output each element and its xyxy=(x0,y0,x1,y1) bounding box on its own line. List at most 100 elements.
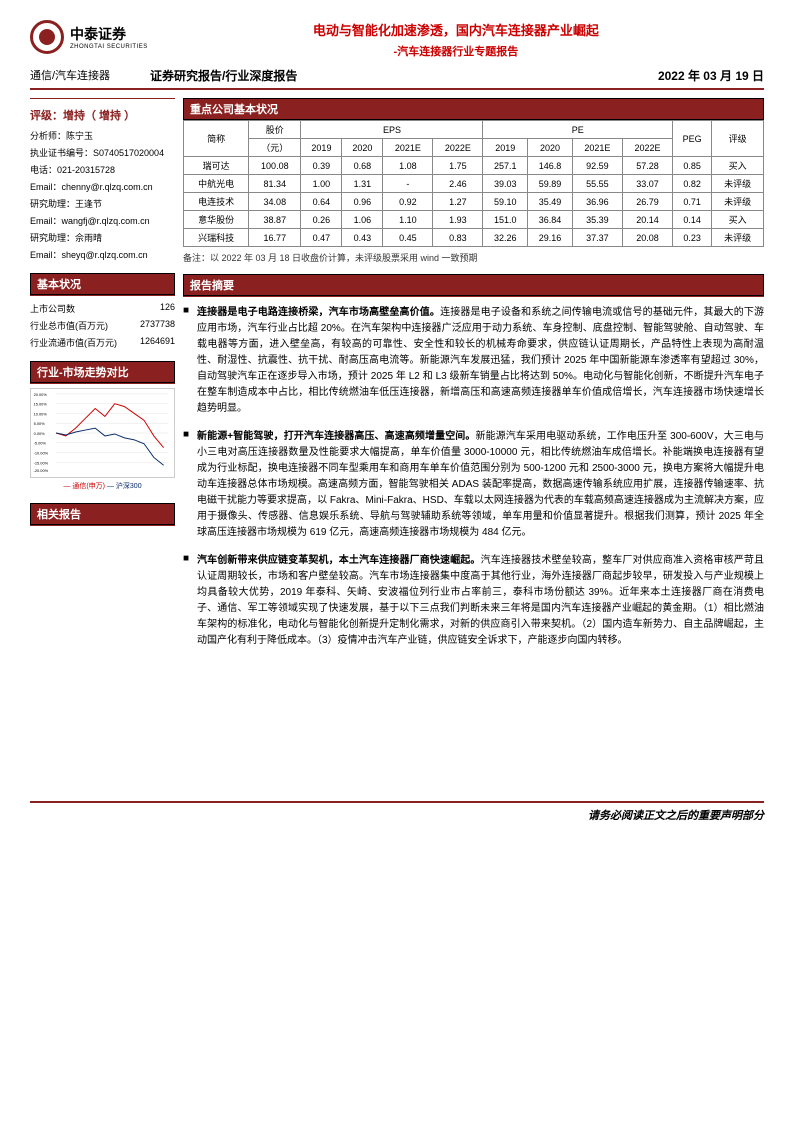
table-cell: 买入 xyxy=(712,157,764,175)
assist2-label: 研究助理：佘雨晴 xyxy=(30,229,175,246)
basic-key: 行业流通市值(百万元) xyxy=(30,336,117,349)
logo-en: ZHONGTAI SECURITIES xyxy=(70,44,148,50)
th-rating: 评级 xyxy=(712,121,764,157)
table-cell: 81.34 xyxy=(249,175,301,193)
table-cell: 0.85 xyxy=(672,157,711,175)
sidebar: 评级：增持（ 增持 ） 分析师：陈宁玉 执业证书编号：S074051702000… xyxy=(30,98,175,661)
table-cell: 1.00 xyxy=(301,175,342,193)
basic-block: 上市公司数126 行业总市值(百万元) 2737738 行业流通市值(百万元) 12… xyxy=(30,295,175,351)
svg-text:-15.00%: -15.00% xyxy=(34,460,49,465)
table-cell: 1.06 xyxy=(342,211,383,229)
basic-key: 行业总市值(百万元) xyxy=(30,319,108,332)
table-cell: 中航光电 xyxy=(184,175,249,193)
basic-val: 2737738 xyxy=(140,319,175,332)
table-cell: 0.64 xyxy=(301,193,342,211)
basic-val: 126 xyxy=(160,302,175,315)
table-row: 中航光电81.341.001.31-2.4639.0359.8955.5533.… xyxy=(184,175,764,193)
table-cell: 意华股份 xyxy=(184,211,249,229)
svg-text:-20.00%: -20.00% xyxy=(34,468,49,473)
table-cell: 0.96 xyxy=(342,193,383,211)
table-cell: 29.16 xyxy=(528,229,573,247)
abstract-lead: 连接器是电子电路连接桥梁，汽车市场高壁垒高价值。 xyxy=(197,307,440,318)
trend-title: 行业-市场走势对比 xyxy=(30,361,175,383)
svg-text:20.00%: 20.00% xyxy=(34,392,48,397)
companies-title: 重点公司基本状况 xyxy=(183,98,764,120)
th-peg: PEG xyxy=(672,121,711,157)
table-row: 兴瑞科技16.770.470.430.450.8332.2629.1637.37… xyxy=(184,229,764,247)
basic-val: 1264691 xyxy=(140,336,175,349)
main-content: 重点公司基本状况 简称 股价 EPS PE PEG 评级 （元） 2019 20… xyxy=(183,98,764,661)
th-pe: PE xyxy=(483,121,673,139)
table-cell: 2.46 xyxy=(433,175,483,193)
table-cell: 0.68 xyxy=(342,157,383,175)
rating-block: 评级：增持（ 增持 ） 分析师：陈宁玉 执业证书编号：S074051702000… xyxy=(30,98,175,263)
table-cell: 1.31 xyxy=(342,175,383,193)
table-cell: 买入 xyxy=(712,211,764,229)
company-table: 简称 股价 EPS PE PEG 评级 （元） 2019 2020 2021E … xyxy=(183,120,764,247)
abstract-text: 汽车连接器技术壁垒较高，整车厂对供应商准入资格审核严苛且认证周期较长，市场和客户… xyxy=(197,555,764,646)
title-main: 电动与智能化加速渗透，国内汽车连接器产业崛起 xyxy=(148,20,764,39)
svg-text:10.00%: 10.00% xyxy=(34,411,48,416)
abstract-body: 汽车创新带来供应链变革契机，本土汽车连接器厂商快速崛起。汽车连接器技术壁垒较高，… xyxy=(197,553,764,649)
basic-row: 行业流通市值(百万元) 1264691 xyxy=(30,334,175,351)
table-cell: 20.14 xyxy=(622,211,672,229)
logo-text: 中泰证券 ZHONGTAI SECURITIES xyxy=(70,24,148,50)
th-year: 2021E xyxy=(383,139,433,157)
table-cell: 0.43 xyxy=(342,229,383,247)
abstract-text: 连接器是电子设备和系统之间传输电流或信号的基础元件，其最大的下游应用市场，汽车行… xyxy=(197,307,764,414)
table-cell: 35.39 xyxy=(572,211,622,229)
th-year: 2019 xyxy=(301,139,342,157)
table-cell: 0.14 xyxy=(672,211,711,229)
table-cell: 35.49 xyxy=(528,193,573,211)
th-name: 简称 xyxy=(184,121,249,157)
table-cell: 0.39 xyxy=(301,157,342,175)
table-cell: 36.96 xyxy=(572,193,622,211)
table-cell: 26.79 xyxy=(622,193,672,211)
table-cell: 20.08 xyxy=(622,229,672,247)
header: 中泰证券 ZHONGTAI SECURITIES 电动与智能化加速渗透，国内汽车… xyxy=(30,20,764,59)
rating-line: 评级：增持（ 增持 ） xyxy=(30,103,175,127)
svg-text:15.00%: 15.00% xyxy=(34,402,48,407)
abstract-body: 新能源+智能驾驶，打开汽车连接器高压、高速高频增量空间。新能源汽车采用电驱动系统… xyxy=(197,429,764,541)
email3-label: Email：sheyq@r.qlzq.com.cn xyxy=(30,246,175,263)
basic-title: 基本状况 xyxy=(30,273,175,295)
table-cell: 38.87 xyxy=(249,211,301,229)
title-sub: -汽车连接器行业专题报告 xyxy=(148,43,764,59)
th-year: 2022E xyxy=(622,139,672,157)
table-cell: 37.37 xyxy=(572,229,622,247)
footer: 请务必阅读正文之后的重要声明部分 xyxy=(30,801,764,823)
bullet-icon: ■ xyxy=(183,429,197,541)
analyst-label: 分析师：陈宁玉 xyxy=(30,127,175,144)
table-cell: 0.47 xyxy=(301,229,342,247)
th-year: 2019 xyxy=(483,139,528,157)
legend-1: — 通信(申万) xyxy=(63,483,105,490)
table-cell: 36.84 xyxy=(528,211,573,229)
table-cell: 0.26 xyxy=(301,211,342,229)
bullet-icon: ■ xyxy=(183,305,197,417)
table-cell: 兴瑞科技 xyxy=(184,229,249,247)
svg-text:0.00%: 0.00% xyxy=(34,431,46,436)
table-cell: 92.59 xyxy=(572,157,622,175)
table-cell: 电连技术 xyxy=(184,193,249,211)
table-cell: 55.55 xyxy=(572,175,622,193)
related-block xyxy=(30,525,175,555)
legend-2: — 沪深300 xyxy=(107,483,142,490)
abstract-lead: 汽车创新带来供应链变革契机，本土汽车连接器厂商快速崛起。 xyxy=(197,555,481,566)
table-cell: 16.77 xyxy=(249,229,301,247)
abstract-item: ■连接器是电子电路连接桥梁，汽车市场高壁垒高价值。连接器是电子设备和系统之间传输… xyxy=(183,305,764,417)
email1-label: Email：chenny@r.qlzq.com.cn xyxy=(30,178,175,195)
table-cell: 59.10 xyxy=(483,193,528,211)
basic-row: 行业总市值(百万元) 2737738 xyxy=(30,317,175,334)
table-cell: 0.92 xyxy=(383,193,433,211)
abstract-title: 报告摘要 xyxy=(183,274,764,296)
bullet-icon: ■ xyxy=(183,553,197,649)
abstract-item: ■新能源+智能驾驶，打开汽车连接器高压、高速高频增量空间。新能源汽车采用电驱动系… xyxy=(183,429,764,541)
page: 中泰证券 ZHONGTAI SECURITIES 电动与智能化加速渗透，国内汽车… xyxy=(0,0,794,843)
phone-label: 电话：021-20315728 xyxy=(30,161,175,178)
table-cell: 1.10 xyxy=(383,211,433,229)
table-cell: 瑞可达 xyxy=(184,157,249,175)
table-cell: 0.45 xyxy=(383,229,433,247)
basic-row: 上市公司数126 xyxy=(30,300,175,317)
table-cell: 0.82 xyxy=(672,175,711,193)
table-cell: 0.83 xyxy=(433,229,483,247)
